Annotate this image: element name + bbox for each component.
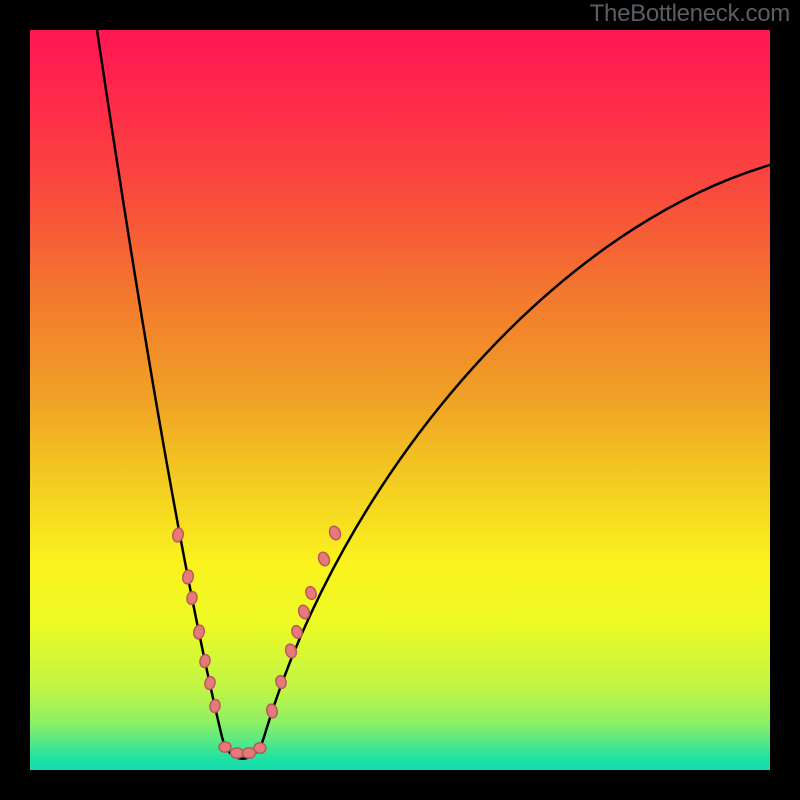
watermark-text: TheBottleneck.com [590,0,790,28]
chart-svg [0,0,800,800]
plot-background [30,30,770,770]
chart-root: TheBottleneck.com [0,0,800,800]
data-marker [231,748,244,758]
data-marker [219,741,232,752]
